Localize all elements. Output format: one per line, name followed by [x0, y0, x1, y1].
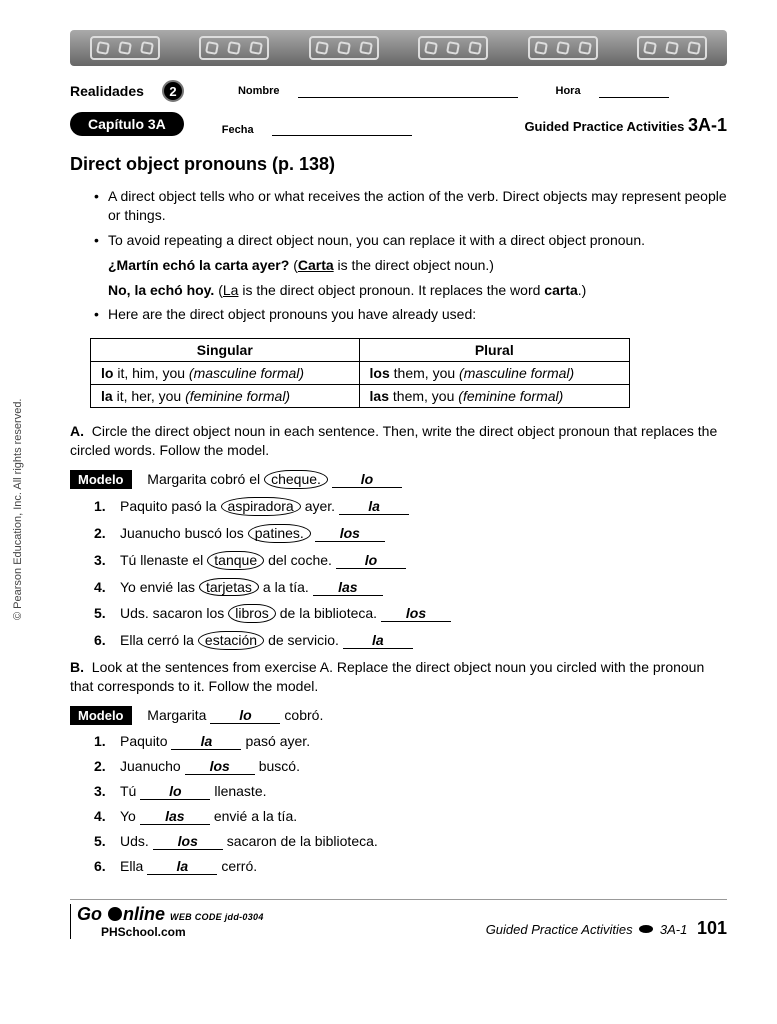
nombre-label: Nombre — [238, 85, 280, 97]
modelo-tag: Modelo — [70, 706, 132, 725]
exercise-a-item: 2.Juanucho buscó los patines. los — [94, 524, 727, 543]
page-container: Realidades 2 Nombre Hora Capítulo 3A Fec… — [0, 0, 777, 959]
exercise-a-item: 6.Ella cerró la estación de servicio. la — [94, 631, 727, 650]
activity-title: Guided Practice Activities 3A-1 — [524, 115, 727, 136]
note-bullet-3: Here are the direct object pronouns you … — [94, 305, 727, 324]
exercise-b-item: 6.Ella la cerró. — [94, 858, 727, 875]
grammar-notes: A direct object tells who or what receiv… — [94, 187, 727, 324]
answer-blank[interactable]: los — [315, 525, 385, 542]
answer-blank[interactable]: la — [343, 632, 413, 649]
exercise-a-modelo: Modelo Margarita cobró el cheque. lo — [70, 470, 727, 489]
bullet-icon — [639, 925, 653, 933]
level-badge: 2 — [162, 80, 184, 102]
pronoun-table: Singular Plural lo it, him, you (masculi… — [90, 338, 630, 408]
answer-blank[interactable]: la — [147, 858, 217, 875]
table-cell: las them, you (feminine formal) — [359, 385, 629, 408]
globe-icon — [108, 907, 122, 921]
answer-blank[interactable]: los — [185, 758, 255, 775]
fecha-field[interactable] — [272, 122, 412, 136]
page-footer: Go nline WEB CODE jdd-0304 PHSchool.com … — [70, 899, 727, 939]
fecha-label: Fecha — [222, 124, 254, 136]
example-question: ¿Martín echó la carta ayer? (Carta is th… — [108, 256, 727, 275]
table-cell: la it, her, you (feminine formal) — [91, 385, 360, 408]
table-cell: los them, you (masculine formal) — [359, 362, 629, 385]
answer-blank[interactable]: lo — [336, 552, 406, 569]
footer-right: Guided Practice Activities 3A-1 101 — [486, 918, 727, 939]
series-name: Realidades — [70, 83, 144, 99]
note-bullet-1: A direct object tells who or what receiv… — [94, 187, 727, 225]
footer-left: Go nline WEB CODE jdd-0304 PHSchool.com — [70, 904, 264, 939]
nombre-field[interactable] — [298, 84, 518, 98]
exercise-a-item: 5.Uds. sacaron los libros de la bibliote… — [94, 604, 727, 623]
table-header-singular: Singular — [91, 339, 360, 362]
decorative-top-border — [70, 30, 727, 66]
exercise-b-item: 3.Tú lo llenaste. — [94, 783, 727, 800]
phschool-url: PHSchool.com — [101, 925, 264, 939]
hora-field[interactable] — [599, 84, 669, 98]
note-bullet-2: To avoid repeating a direct object noun,… — [94, 231, 727, 250]
answer-blank[interactable]: lo — [210, 707, 280, 724]
answer-blank[interactable]: la — [171, 733, 241, 750]
hora-label: Hora — [556, 85, 581, 97]
page-number: 101 — [697, 918, 727, 938]
chapter-tab: Capítulo 3A — [70, 112, 184, 136]
exercise-b-item: 1.Paquito la pasó ayer. — [94, 733, 727, 750]
exercise-a-item: 1.Paquito pasó la aspiradora ayer. la — [94, 497, 727, 516]
exercise-b-item: 2.Juanucho los buscó. — [94, 758, 727, 775]
answer-blank[interactable]: las — [313, 579, 383, 596]
table-cell: lo it, him, you (masculine formal) — [91, 362, 360, 385]
exercise-a-item: 4.Yo envié las tarjetas a la tía. las — [94, 578, 727, 597]
exercise-a-instructions: A. Circle the direct object noun in each… — [70, 422, 727, 460]
exercise-b-modelo: Modelo Margarita lo cobró. — [70, 706, 727, 725]
page-title: Direct object pronouns (p. 138) — [70, 154, 727, 175]
table-header-plural: Plural — [359, 339, 629, 362]
answer-blank[interactable]: la — [339, 498, 409, 515]
modelo-tag: Modelo — [70, 470, 132, 489]
web-code: WEB CODE jdd-0304 — [170, 912, 264, 922]
exercise-b-instructions: B. Look at the sentences from exercise A… — [70, 658, 727, 696]
answer-blank[interactable]: los — [153, 833, 223, 850]
exercise-b-item: 4.Yo las envié a la tía. — [94, 808, 727, 825]
answer-blank[interactable]: lo — [140, 783, 210, 800]
exercise-b-item: 5.Uds. los sacaron de la biblioteca. — [94, 833, 727, 850]
answer-blank[interactable]: lo — [332, 471, 402, 488]
example-answer: No, la echó hoy. (La is the direct objec… — [108, 281, 727, 300]
answer-blank[interactable]: los — [381, 605, 451, 622]
header-row-1: Realidades 2 Nombre Hora — [70, 80, 727, 102]
header-row-2: Capítulo 3A Fecha Guided Practice Activi… — [70, 112, 727, 136]
exercise-a-item: 3.Tú llenaste el tanque del coche. lo — [94, 551, 727, 570]
answer-blank[interactable]: las — [140, 808, 210, 825]
go-online-logo: Go nline WEB CODE jdd-0304 — [77, 904, 264, 925]
